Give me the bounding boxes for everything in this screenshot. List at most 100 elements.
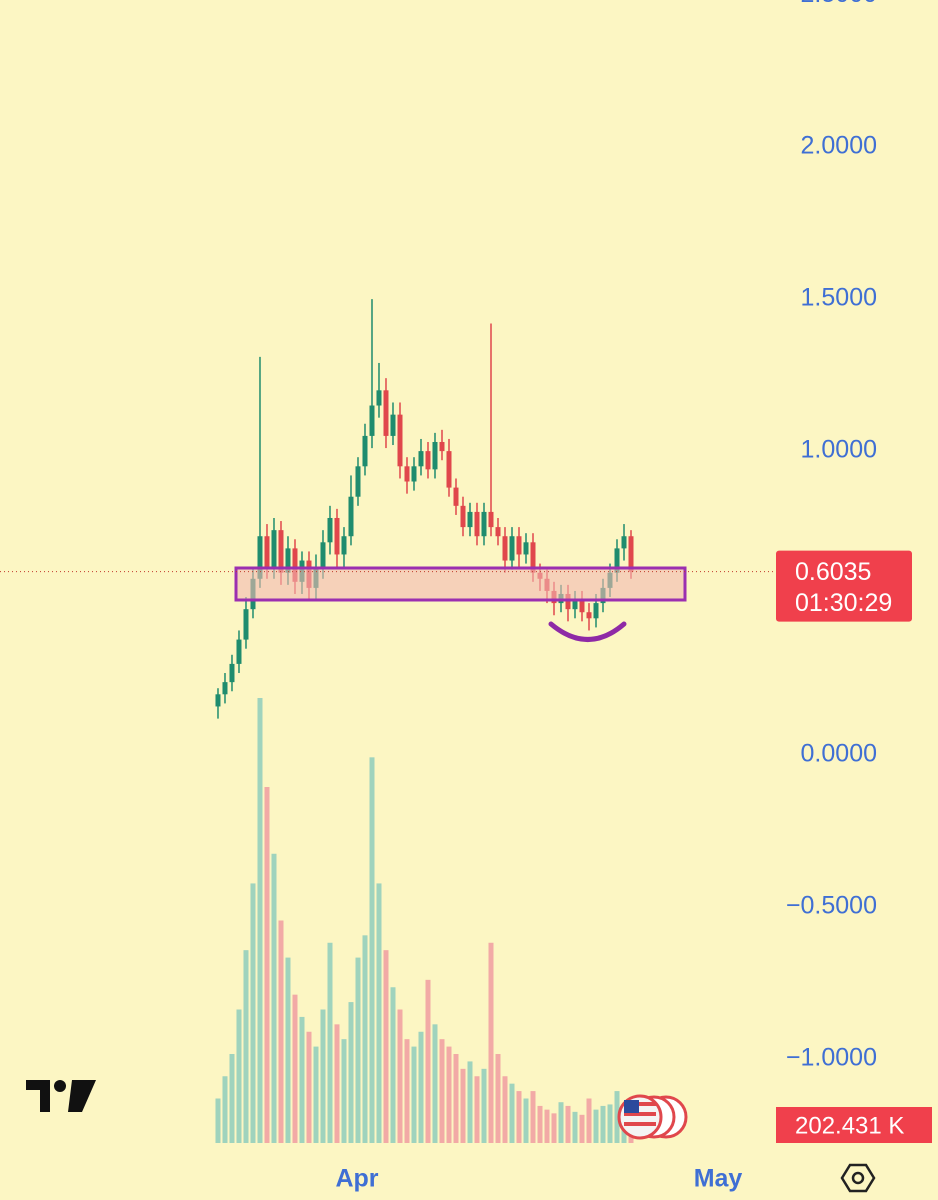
volume-bar xyxy=(299,1016,305,1143)
last-volume-box xyxy=(776,1107,932,1143)
candle-body xyxy=(474,511,480,537)
candle-body xyxy=(411,466,417,482)
candle-body xyxy=(278,530,284,573)
volume-bar xyxy=(593,1109,599,1143)
candle-body xyxy=(397,414,403,467)
candle-body xyxy=(565,593,571,610)
x-tick-label: May xyxy=(694,1165,743,1193)
candle-body xyxy=(215,694,221,707)
volume-bar xyxy=(264,787,270,1143)
volume-bar xyxy=(376,883,382,1143)
volume-bar xyxy=(313,1046,319,1143)
volume-bar xyxy=(278,920,284,1143)
volume-bar xyxy=(439,1039,445,1143)
candle-body xyxy=(495,527,501,537)
volume-bar xyxy=(537,1105,543,1143)
candle-body xyxy=(355,466,361,497)
volume-bar xyxy=(516,1091,522,1143)
volume-bar xyxy=(600,1105,606,1143)
volume-bar xyxy=(502,1076,508,1143)
candle-body xyxy=(502,536,508,561)
candle-body xyxy=(425,451,431,470)
y-tick-label: −1.0000 xyxy=(786,1044,877,1072)
candle-body xyxy=(362,435,368,467)
candle-body xyxy=(222,682,228,695)
candle-body xyxy=(628,536,634,572)
volume-bar xyxy=(348,1002,354,1143)
volume-bar xyxy=(243,950,249,1143)
countdown-label: 01:30:29 xyxy=(795,589,892,617)
candle-body xyxy=(341,536,347,555)
volume-bar xyxy=(390,987,396,1143)
volume-bar xyxy=(425,979,431,1143)
last-price-label: 0.6035 xyxy=(795,558,871,586)
volume-bar xyxy=(285,957,291,1143)
candle-body xyxy=(292,548,298,582)
volume-bar xyxy=(446,1046,452,1143)
y-tick-label: −0.5000 xyxy=(786,892,877,920)
volume-bar xyxy=(404,1039,410,1143)
volume-bar xyxy=(257,698,263,1143)
candle-body xyxy=(257,536,263,579)
candle-body xyxy=(320,542,326,567)
volume-bar xyxy=(306,1031,312,1143)
volume-bar xyxy=(250,883,256,1143)
volume-bar xyxy=(509,1083,515,1143)
last-price-box xyxy=(776,550,912,622)
candle-body xyxy=(236,639,242,664)
volume-bar xyxy=(418,1031,424,1143)
volume-bar xyxy=(565,1105,571,1143)
candle-body xyxy=(621,536,627,549)
candle-body xyxy=(516,536,522,555)
volume-bar xyxy=(327,942,333,1143)
volume-bar xyxy=(607,1104,613,1143)
volume-bar xyxy=(488,942,494,1143)
candle-body xyxy=(614,548,620,573)
volume-bar xyxy=(460,1068,466,1143)
price-pane xyxy=(215,299,634,719)
candle-body xyxy=(467,511,473,528)
candle-body xyxy=(229,663,235,683)
x-tick-label: Apr xyxy=(335,1165,378,1193)
y-tick-label: 1.5000 xyxy=(801,284,877,312)
candle-body xyxy=(523,542,529,555)
support-zone xyxy=(234,566,687,602)
volume-bar xyxy=(292,994,298,1143)
candle-body xyxy=(446,451,452,488)
candle-body xyxy=(579,600,585,613)
candle-body xyxy=(285,548,291,573)
candle-body xyxy=(439,441,445,452)
candle-body xyxy=(453,487,459,506)
rounded-bottom xyxy=(548,621,627,642)
volume-bar xyxy=(411,1046,417,1143)
event-icons xyxy=(617,1094,688,1140)
volume-bar xyxy=(215,1098,221,1143)
volume-bar xyxy=(362,935,368,1143)
candle-body xyxy=(383,390,389,436)
settings-icon[interactable] xyxy=(840,1163,876,1193)
candle-body xyxy=(530,542,536,573)
volume-bar xyxy=(474,1076,480,1143)
volume-bar xyxy=(432,1024,438,1143)
volume-bar xyxy=(383,950,389,1143)
volume-bar xyxy=(495,1054,501,1143)
volume-bar xyxy=(236,1009,242,1143)
volume-bar xyxy=(572,1111,578,1143)
volume-bar xyxy=(523,1098,529,1143)
candle-body xyxy=(243,609,249,640)
volume-bar xyxy=(271,853,277,1143)
volume-bar xyxy=(320,1009,326,1143)
volume-bar xyxy=(586,1098,592,1143)
candle-body xyxy=(586,612,592,619)
last-volume-label: 202.431 K xyxy=(795,1112,904,1139)
volume-bar xyxy=(530,1091,536,1143)
y-tick-label: 0.0000 xyxy=(801,740,877,768)
candle-body xyxy=(369,405,375,436)
candle-body xyxy=(264,536,270,567)
candle-body xyxy=(509,536,515,561)
y-tick-label: 2.0000 xyxy=(801,132,877,160)
volume-bar xyxy=(341,1039,347,1143)
candle-body xyxy=(572,600,578,610)
volume-bar xyxy=(544,1109,550,1143)
